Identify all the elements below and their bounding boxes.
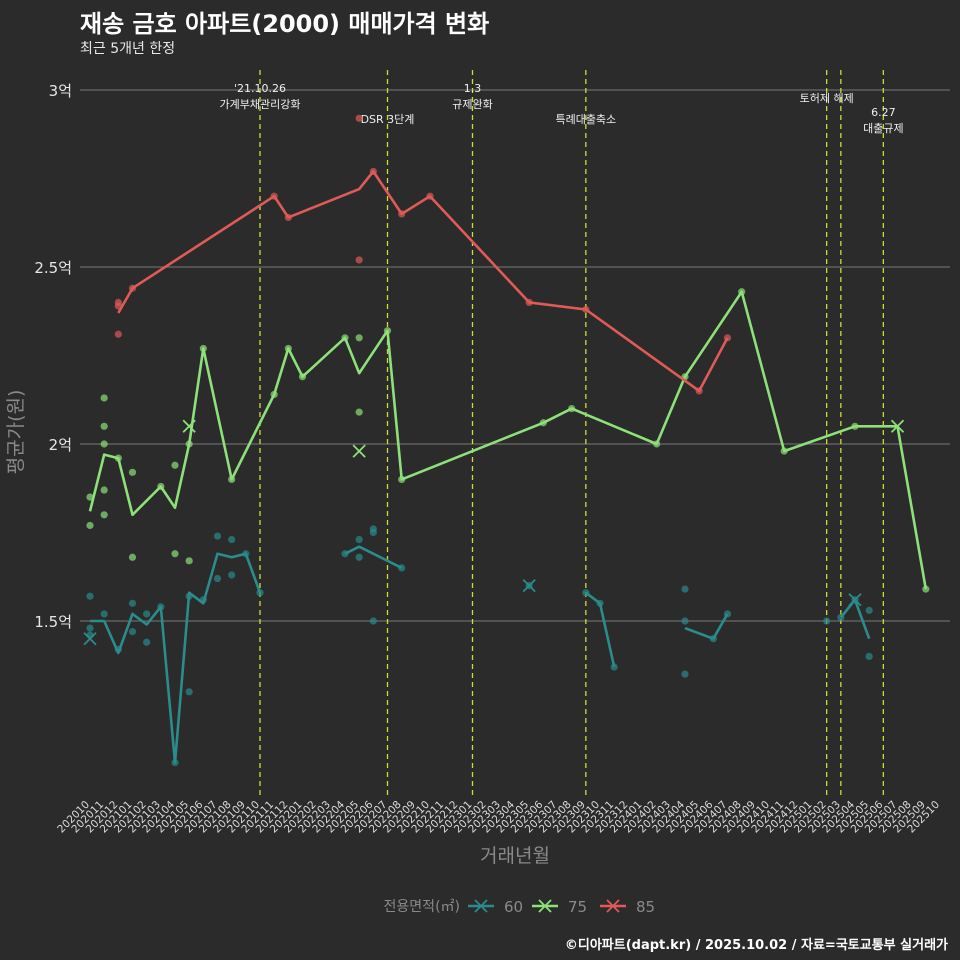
chart-subtitle: 최근 5개년 한정 bbox=[80, 41, 176, 57]
series-line-85 bbox=[117, 170, 729, 393]
legend-key-cross-75 bbox=[538, 899, 552, 913]
data-point-85 bbox=[355, 256, 363, 264]
policy-annotation: '21.10.26 bbox=[234, 82, 286, 95]
source-caption: ©디아파트(dapt.kr) / 2025.10.02 / 자료=국토교통부 실… bbox=[564, 938, 948, 953]
data-point-75 bbox=[100, 511, 108, 519]
series-line-60 bbox=[90, 552, 262, 764]
data-point-60 bbox=[100, 610, 108, 618]
data-point-60 bbox=[865, 652, 873, 661]
y-tick-label: 1.5억 bbox=[34, 613, 72, 631]
legend-label-75: 75 bbox=[568, 898, 587, 916]
data-point-75 bbox=[100, 486, 108, 494]
policy-annotation: 규제완화 bbox=[452, 98, 492, 111]
data-point-75 bbox=[185, 557, 193, 565]
data-point-60 bbox=[128, 599, 137, 607]
legend-title: 전용면적(㎡) bbox=[384, 899, 460, 915]
cross-marker-75 bbox=[352, 444, 366, 458]
data-point-60 bbox=[86, 624, 94, 632]
series-line-60 bbox=[684, 613, 729, 640]
data-point-60 bbox=[143, 610, 151, 618]
policy-annotation: 6.27 bbox=[871, 106, 896, 119]
data-point-60 bbox=[355, 535, 363, 544]
series-line-75 bbox=[88, 290, 928, 590]
data-point-60 bbox=[213, 532, 222, 540]
data-point-60 bbox=[228, 535, 236, 544]
data-point-75 bbox=[355, 408, 363, 416]
data-point-60 bbox=[865, 606, 873, 614]
data-point-75 bbox=[355, 334, 363, 342]
policy-annotation: 특례대출축소 bbox=[555, 113, 616, 126]
data-point-60 bbox=[610, 663, 618, 671]
legend-label-85: 85 bbox=[636, 898, 655, 916]
legend-label-60: 60 bbox=[504, 898, 523, 916]
data-point-75 bbox=[128, 553, 137, 561]
series-line-60 bbox=[585, 591, 616, 668]
series-line-60 bbox=[344, 545, 403, 570]
cross-marker-60 bbox=[522, 578, 536, 593]
data-point-60 bbox=[213, 574, 222, 583]
policy-annotation: 가계부채관리강화 bbox=[220, 98, 301, 111]
data-point-60 bbox=[185, 688, 193, 696]
data-point-60 bbox=[681, 585, 689, 593]
data-point-60 bbox=[823, 617, 831, 625]
policy-annotation: 1.3 bbox=[464, 82, 482, 95]
data-point-75 bbox=[128, 468, 137, 476]
data-point-85 bbox=[114, 330, 122, 338]
y-tick-label: 2억 bbox=[49, 436, 72, 454]
policy-annotation: DSR 3단계 bbox=[361, 113, 415, 126]
data-point-60 bbox=[681, 617, 689, 625]
data-point-60 bbox=[681, 670, 689, 678]
data-point-60 bbox=[355, 553, 363, 561]
chart-title: 재송 금호 아파트(2000) 매매가격 변화 bbox=[80, 10, 490, 38]
data-point-75 bbox=[100, 394, 108, 402]
data-point-75 bbox=[171, 461, 179, 469]
cross-marker-60 bbox=[848, 593, 862, 607]
legend-key-cross-60 bbox=[474, 899, 488, 913]
x-axis-title: 거래년월 bbox=[480, 845, 550, 867]
cross-marker-75 bbox=[890, 419, 905, 433]
y-tick-label: 2.5억 bbox=[34, 259, 72, 277]
data-point-75 bbox=[86, 521, 94, 530]
series-line-60 bbox=[839, 598, 871, 640]
cross-marker-60 bbox=[83, 632, 97, 646]
data-point-60 bbox=[228, 571, 236, 579]
data-point-60 bbox=[86, 592, 94, 600]
data-point-60 bbox=[369, 617, 377, 625]
data-point-75 bbox=[922, 585, 930, 593]
data-point-75 bbox=[100, 422, 108, 430]
data-point-75 bbox=[171, 550, 179, 558]
data-point-85 bbox=[355, 114, 363, 122]
data-point-60 bbox=[369, 528, 377, 537]
y-axis-title: 평균가(원) bbox=[5, 390, 27, 475]
policy-annotation: 대출규제 bbox=[863, 122, 903, 135]
data-point-75 bbox=[100, 440, 108, 448]
data-point-60 bbox=[143, 638, 151, 646]
legend-key-cross-85 bbox=[606, 899, 620, 913]
data-point-60 bbox=[128, 628, 137, 636]
cross-marker-75 bbox=[182, 419, 196, 433]
policy-annotation: 토허제 해제 bbox=[800, 91, 854, 105]
y-tick-label: 3억 bbox=[49, 82, 72, 100]
